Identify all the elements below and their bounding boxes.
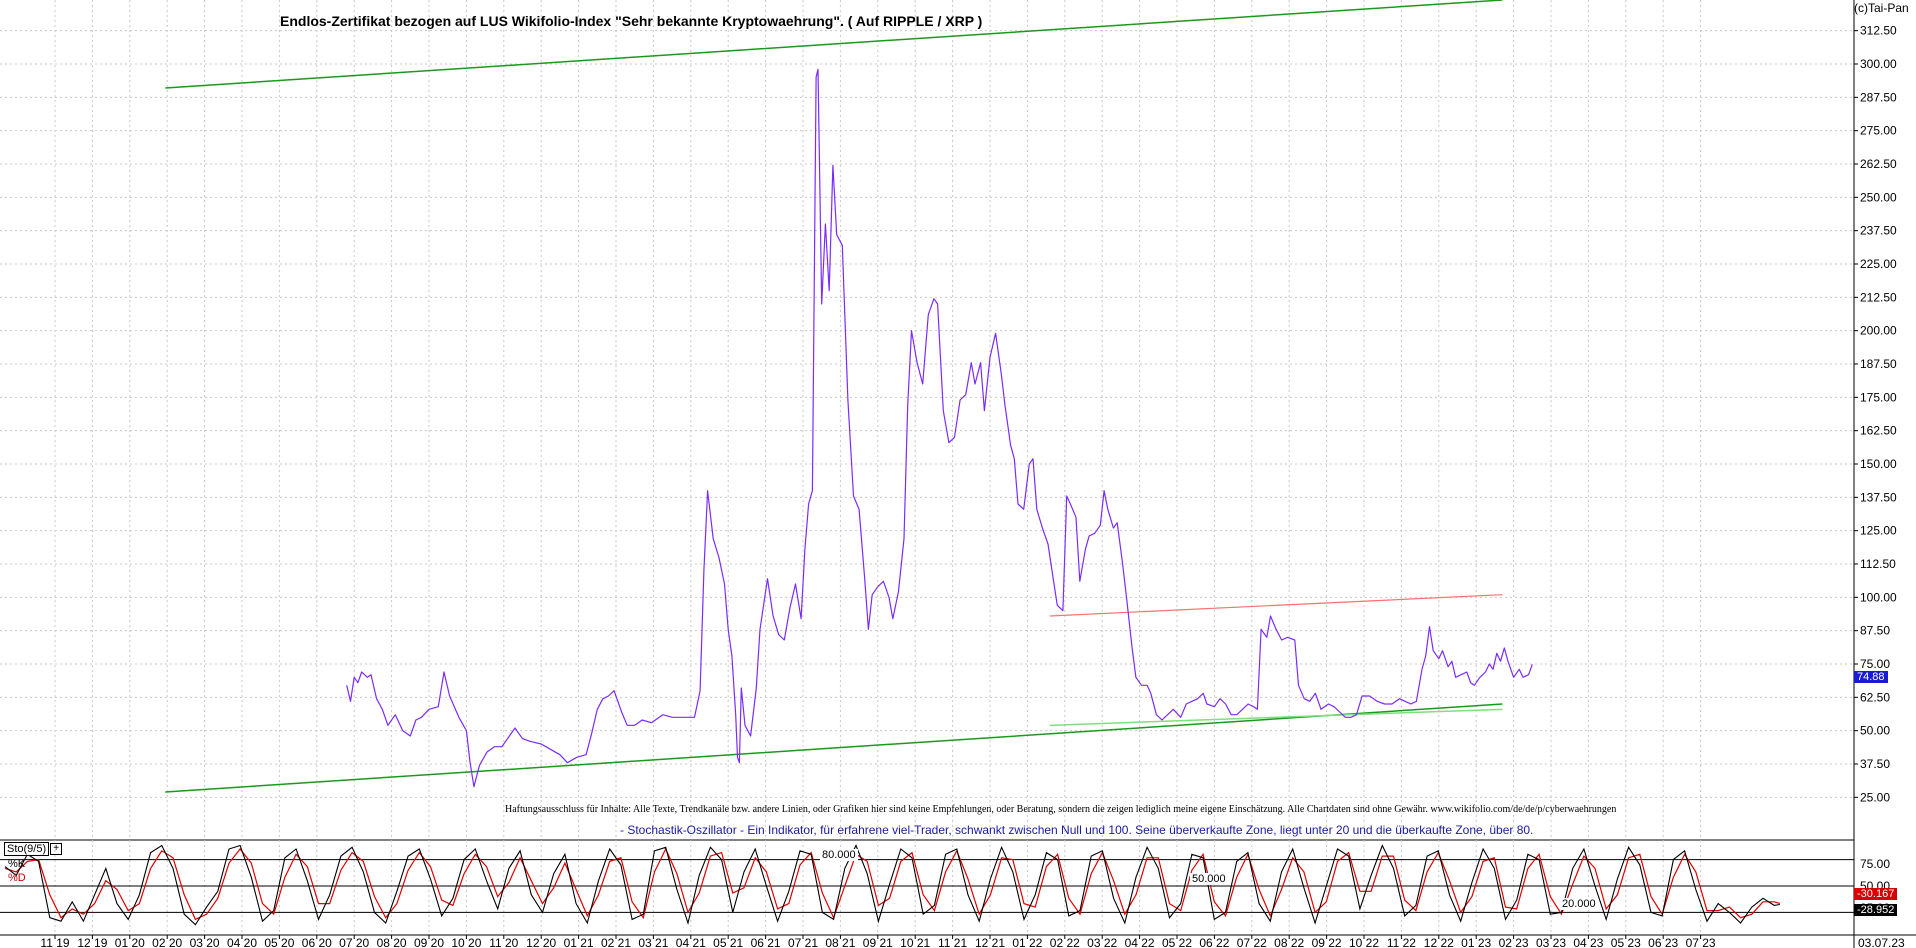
x-tick-label: 05 20 [264, 936, 294, 948]
x-tick-label: 08 21 [825, 936, 855, 948]
lower-trendline [165, 703, 1503, 793]
indicator-name[interactable]: Sto(9/5) [4, 842, 50, 856]
x-tick-label: 11 19 [40, 936, 69, 948]
x-tick-label: 12 20 [526, 936, 556, 948]
y-tick-label: 137.50 [1860, 490, 1897, 504]
support-trendline [1049, 708, 1503, 727]
upper-trendline [165, 0, 1503, 89]
y-tick-label: 87.50 [1860, 624, 1890, 638]
copyright-label: (c)Tai-Pan [1854, 1, 1909, 15]
y-tick-label: 100.00 [1860, 590, 1897, 604]
k-legend-label: %K [8, 858, 26, 870]
y-tick-label: 175.00 [1860, 390, 1897, 404]
disclaimer-text: Haftungsausschluss für Inhalte: Alle Tex… [505, 804, 1617, 815]
y-tick-label: 212.50 [1860, 290, 1897, 304]
x-tick-label: 09 21 [863, 936, 893, 948]
x-tick-label: 03 20 [190, 936, 220, 948]
y-tick-label: 50.00 [1860, 724, 1890, 738]
y-tick-label: 275.00 [1860, 124, 1897, 138]
x-tick-label: 03 23 [1536, 936, 1566, 948]
x-tick-label: 03 22 [1087, 936, 1117, 948]
x-tick-label: 11 21 [938, 936, 967, 948]
x-tick-label: 07 21 [788, 936, 818, 948]
x-tick-label: 10 20 [451, 936, 481, 948]
x-tick-label: 04 20 [227, 936, 257, 948]
y-tick-label: 150.00 [1860, 457, 1897, 471]
expand-plus-icon[interactable]: + [50, 843, 63, 856]
level-80-label: 80.000 [820, 849, 858, 861]
x-tick-label: 06 21 [751, 936, 781, 948]
x-tick-label: 04 22 [1125, 936, 1155, 948]
x-tick-label: 02 20 [152, 936, 182, 948]
y-tick-label: 200.00 [1860, 324, 1897, 338]
x-tick-label: 02 21 [601, 936, 631, 948]
x-tick-label: 05 21 [713, 936, 743, 948]
x-tick-label: 11 20 [489, 936, 518, 948]
x-tick-label: 07 22 [1237, 936, 1267, 948]
y-tick-label: 262.50 [1860, 157, 1897, 171]
y-tick-label: 312.50 [1860, 24, 1897, 38]
last-price-tag: 74.88 [1854, 671, 1888, 683]
x-tick-label: 03 21 [638, 936, 668, 948]
time-x-axis: 11 19 12 19 01 20 02 20 03 20 04 20 05 20 06 20… [40, 935, 1905, 948]
x-tick-label: 08 22 [1274, 936, 1304, 948]
x-tick-label: 12 19 [77, 936, 107, 948]
y-tick-label: 287.50 [1860, 90, 1897, 104]
x-tick-label: 09 20 [414, 936, 444, 948]
x-tick-label: 04 23 [1573, 936, 1603, 948]
y-tick-label: 125.00 [1860, 524, 1897, 538]
x-tick-label: 06 23 [1648, 936, 1678, 948]
stochastic-description: - Stochastik-Oszillator - Ein Indikator,… [620, 823, 1534, 837]
x-tick-label: 01 22 [1012, 936, 1042, 948]
price-y-axis: 25.00 37.50 50.00 62.50 75.00 87.50 100.00 112.… [1854, 24, 1897, 804]
x-tick-label: 10 21 [900, 936, 930, 948]
x-tick-label: 12 22 [1424, 936, 1454, 948]
trend-lines [165, 0, 1503, 793]
x-tick-label: 12 21 [975, 936, 1005, 948]
resistance-trendline [1049, 594, 1503, 617]
stoch-axis-label: 75.00 [1860, 857, 1890, 871]
x-tick-label: 06 22 [1199, 936, 1229, 948]
y-tick-label: 112.50 [1860, 557, 1896, 571]
y-tick-label: 250.00 [1860, 190, 1897, 204]
x-tick-label: 10 22 [1349, 936, 1379, 948]
x-tick-label: 02 22 [1050, 936, 1080, 948]
x-tick-label: 02 23 [1499, 936, 1529, 948]
level-20-label: 20.000 [1560, 898, 1598, 910]
x-tick-label: 04 21 [676, 936, 706, 948]
y-tick-label: 225.00 [1860, 257, 1897, 271]
y-tick-label: 75.00 [1860, 657, 1890, 671]
y-tick-label: 187.50 [1860, 357, 1897, 371]
indicator-header[interactable]: Sto(9/5) + [4, 842, 63, 856]
x-tick-label: 01 20 [115, 936, 145, 948]
x-tick-label: 05 22 [1162, 936, 1192, 948]
x-tick-label: 01 21 [564, 936, 594, 948]
x-tick-label: 08 20 [377, 936, 407, 948]
y-tick-label: 162.50 [1860, 424, 1897, 438]
k-last-tag: -28.952 [1854, 904, 1898, 916]
d-legend-label: %D [8, 872, 26, 884]
price-line [346, 68, 1533, 788]
y-tick-label: 37.50 [1860, 757, 1890, 771]
y-tick-label: 300.00 [1860, 57, 1897, 71]
y-tick-label: 25.00 [1860, 790, 1890, 804]
x-tick-label: 09 22 [1312, 936, 1342, 948]
stoch-k-line [4, 844, 1780, 926]
level-50-label: 50.000 [1190, 873, 1228, 885]
d-last-tag: -30.167 [1854, 888, 1898, 900]
x-tick-label: 06 20 [302, 936, 332, 948]
x-tick-label: 07 23 [1686, 936, 1716, 948]
x-tick-label: 07 20 [339, 936, 369, 948]
x-tick-label: 05 23 [1611, 936, 1641, 948]
chart-title: Endlos-Zertifikat bezogen auf LUS Wikifo… [280, 13, 983, 29]
price-series [346, 68, 1533, 788]
y-tick-label: 237.50 [1860, 224, 1897, 238]
y-tick-label: 62.50 [1860, 690, 1890, 704]
x-tick-label: 11 22 [1387, 936, 1416, 948]
x-tick-label: 01 23 [1461, 936, 1491, 948]
x-end-label: 03.07.23 [1858, 936, 1905, 948]
